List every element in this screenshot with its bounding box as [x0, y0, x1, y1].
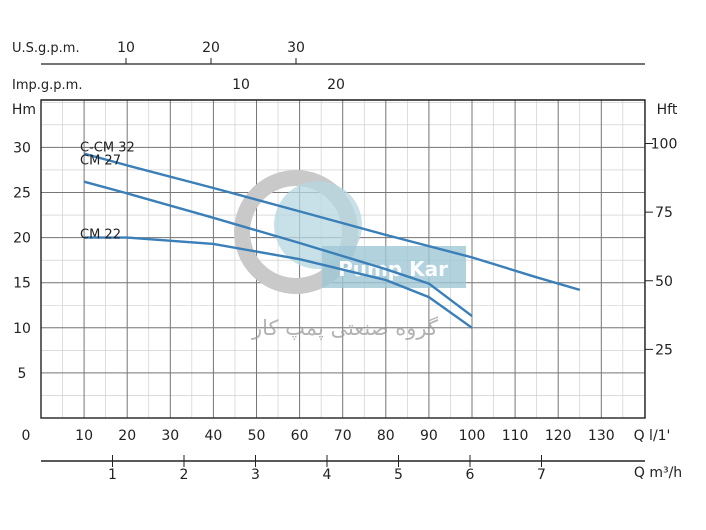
y-left-tick-label: 25 [13, 186, 31, 202]
x-tick-label: 20 [118, 428, 136, 444]
m3h-tick-label: 6 [466, 467, 475, 483]
m3h-tick-label: 3 [251, 467, 260, 483]
impgpm-tick-label: 10 [232, 77, 250, 93]
x-tick-label: 70 [334, 428, 352, 444]
curve-cm-27 [83, 180, 473, 318]
m3h-tick-label: 1 [108, 467, 117, 483]
x-tick-label: 110 [502, 428, 529, 444]
series-label: CM 22 [80, 228, 121, 243]
x-tick-label: 30 [161, 428, 179, 444]
x-tick-label: 90 [420, 428, 438, 444]
usgpm-tick-label: 30 [287, 40, 305, 56]
m3h-tick-label: 4 [323, 467, 332, 483]
x-tick-label: 60 [291, 428, 309, 444]
y-right-tick-label: 50 [655, 274, 673, 290]
series-label: C-CM 32 [80, 141, 135, 156]
m3h-tick-label: 5 [394, 467, 403, 483]
m3h-tick-label: 2 [180, 467, 189, 483]
curve-c-cm-32 [83, 152, 581, 292]
y-left-tick-label: 30 [13, 140, 31, 156]
x-tick-label: 0 [22, 428, 31, 444]
impgpm-tick-label: 20 [327, 77, 345, 93]
usgpm-tick-label: 20 [202, 40, 220, 56]
curve-cm-22 [84, 236, 473, 329]
x-axis-label: Q l/1' [634, 428, 671, 444]
y-left-tick-label: 15 [13, 276, 31, 292]
y-left-tick-label: 10 [13, 321, 31, 337]
y-left-tick-label: 20 [13, 231, 31, 247]
watermark-band [322, 246, 466, 288]
series-label: CM 27 [80, 154, 121, 169]
impgpm-axis-label: Imp.g.p.m. [12, 78, 82, 93]
x-tick-label: 80 [377, 428, 395, 444]
y-right-tick-label: 75 [655, 205, 673, 221]
y-left-axis-label: Hm [12, 102, 36, 118]
usgpm-tick-label: 10 [117, 40, 135, 56]
x-tick-label: 120 [545, 428, 572, 444]
x-tick-label: 100 [459, 428, 486, 444]
y-right-tick-label: 25 [655, 342, 673, 358]
x-tick-label: 50 [248, 428, 266, 444]
x-tick-label: 130 [588, 428, 615, 444]
y-right-axis-label: Hft [657, 102, 678, 118]
usgpm-axis-label: U.S.g.p.m. [12, 41, 80, 56]
y-left-tick-label: 5 [18, 366, 27, 382]
m3h-axis-label: Q m³/h [634, 465, 682, 481]
watermark-subtitle: گروه صنعتی پمپ کار [251, 316, 438, 340]
m3h-tick-label: 7 [537, 467, 546, 483]
x-tick-label: 10 [75, 428, 93, 444]
y-right-tick-label: 100 [651, 137, 678, 153]
x-tick-label: 40 [204, 428, 222, 444]
